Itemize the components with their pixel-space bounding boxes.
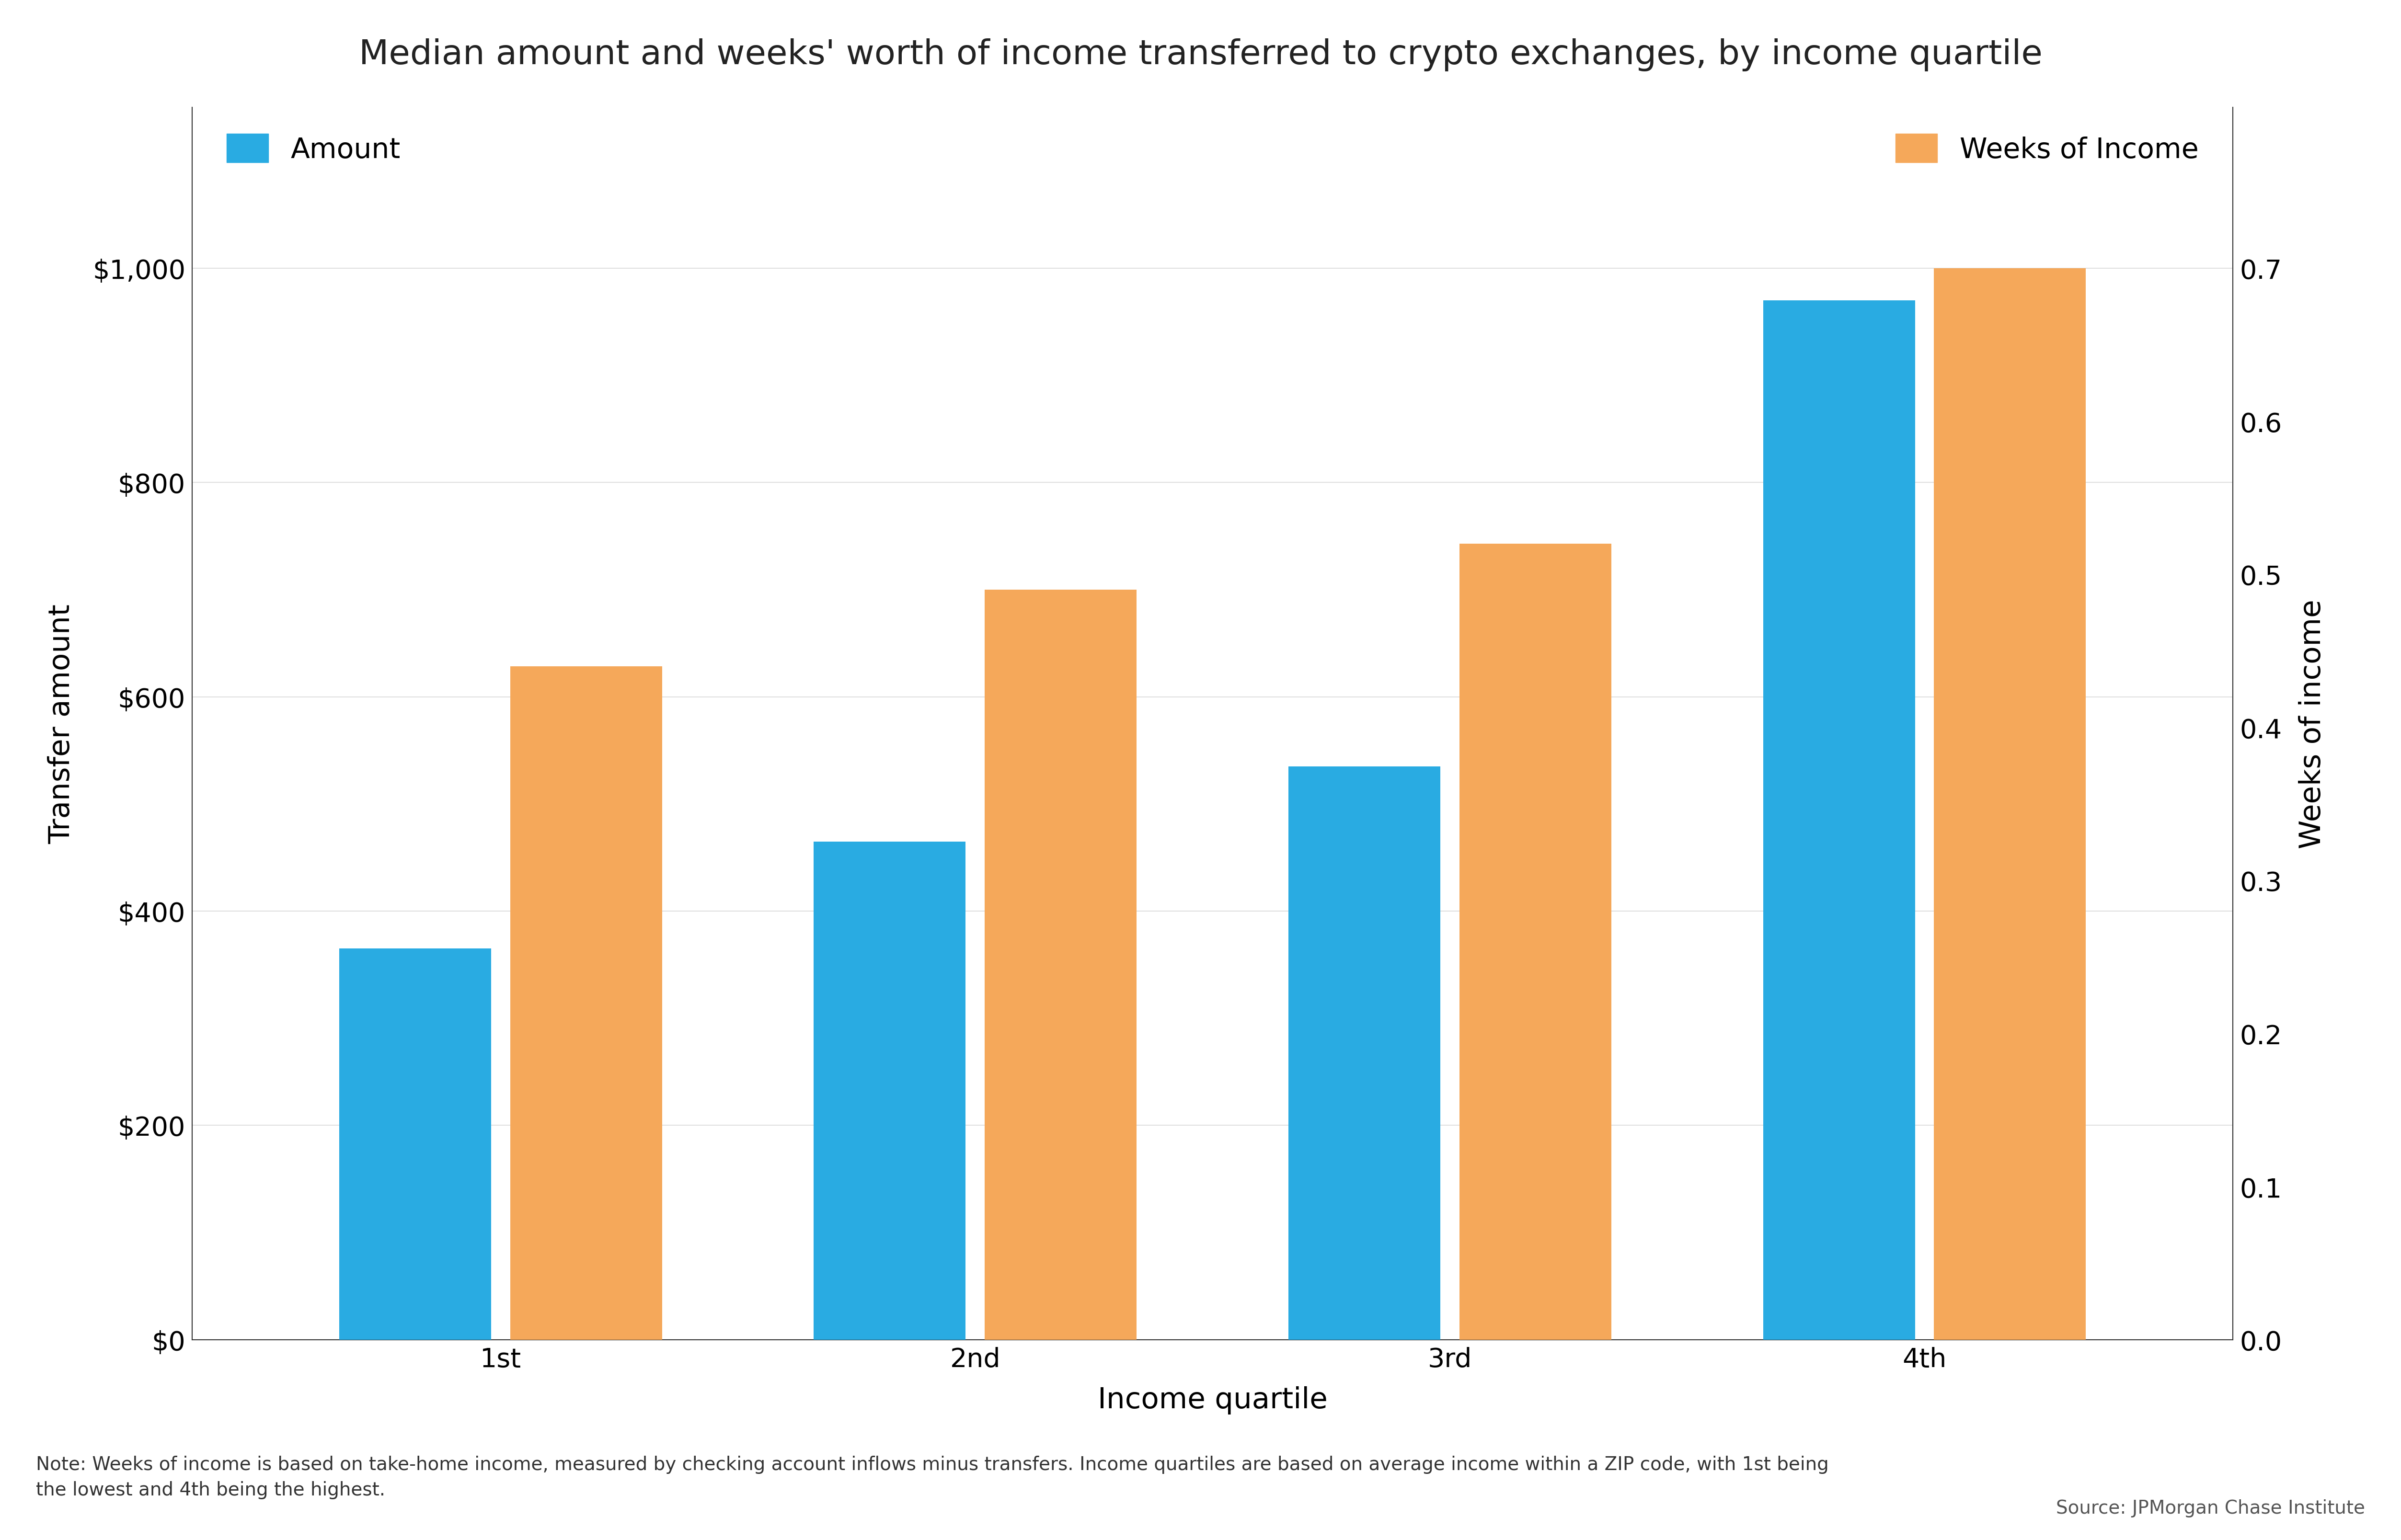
X-axis label: Income quartile: Income quartile <box>1097 1386 1328 1414</box>
Text: Note: Weeks of income is based on take-home income, measured by checking account: Note: Weeks of income is based on take-h… <box>36 1455 1830 1498</box>
Bar <box>1762 300 1916 1340</box>
Bar <box>814 842 965 1340</box>
Text: Source: JPMorgan Chase Institute: Source: JPMorgan Chase Institute <box>2055 1498 2365 1517</box>
Bar <box>339 949 492 1340</box>
Y-axis label: Weeks of income: Weeks of income <box>2298 599 2327 849</box>
Legend: Weeks of Income: Weeks of Income <box>1894 134 2199 163</box>
Bar <box>1460 544 1611 1340</box>
Bar <box>1289 767 1441 1340</box>
Bar <box>509 667 663 1340</box>
Bar <box>1933 268 2086 1340</box>
Bar <box>984 590 1136 1340</box>
Y-axis label: Transfer amount: Transfer amount <box>48 604 77 844</box>
Text: Median amount and weeks' worth of income transferred to crypto exchanges, by inc: Median amount and weeks' worth of income… <box>358 38 2043 71</box>
